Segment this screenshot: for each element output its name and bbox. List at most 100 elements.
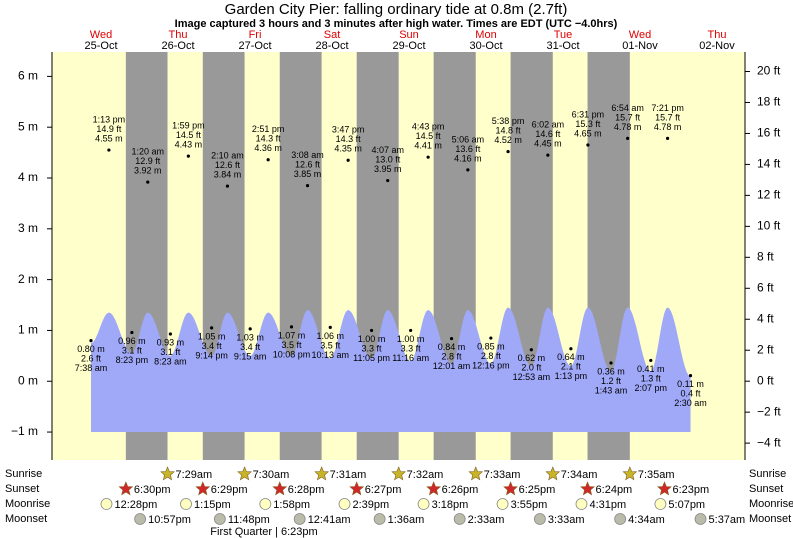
tide-point — [609, 361, 613, 365]
tide-height-ft: 14.5 ft — [416, 131, 442, 141]
tide-time: 2:10 am — [211, 151, 244, 161]
tide-height-m: 4.78 m — [614, 122, 642, 132]
almanac-time: 5:07pm — [668, 499, 705, 511]
tide-height-m: 4.16 m — [454, 153, 482, 163]
tide-time: 5:06 am — [452, 134, 485, 144]
weekday-label: Tue — [554, 29, 573, 41]
tide-point — [626, 136, 630, 140]
date-label: 29-Oct — [392, 40, 425, 52]
row-label: Moonrise — [749, 498, 793, 510]
tide-height-ft: 15.7 ft — [655, 112, 681, 122]
tide-point — [305, 184, 310, 188]
tide-height-ft: 2.0 ft — [521, 363, 542, 373]
tide-point — [89, 338, 93, 343]
tide-point — [186, 154, 190, 158]
tide-point — [529, 348, 533, 352]
sunset-icon — [580, 481, 595, 496]
moonset-icon — [453, 513, 466, 525]
moonrise-icon — [575, 498, 588, 510]
moonset-icon — [373, 513, 386, 525]
tide-height-m: 0.11 m — [677, 379, 704, 389]
tide-height-m: 4.55 m — [95, 133, 123, 143]
tide-point — [449, 336, 454, 341]
sunset-icon — [195, 481, 211, 496]
tide-height-m: 3.85 m — [294, 169, 322, 179]
tide-time: 6:02 am — [532, 120, 565, 130]
y-tick-label: 1 m — [18, 323, 38, 337]
row-label: Moonrise — [5, 498, 50, 510]
y2-tick-label: 0 ft — [757, 373, 774, 387]
almanac-time: 4:34am — [628, 514, 665, 526]
moonset-icon — [293, 513, 306, 525]
almanac-time: 7:30am — [253, 469, 290, 481]
sunset-icon — [118, 481, 134, 496]
almanac-time: 7:35am — [638, 469, 675, 481]
tide-height-m: 3.92 m — [134, 165, 162, 175]
tide-time: 1:13 pm — [93, 114, 126, 124]
tide-height-ft: 3.4 ft — [202, 341, 223, 351]
date-label: 27-Oct — [238, 40, 271, 52]
sunrise-icon — [237, 466, 252, 481]
almanac-time: 7:31am — [330, 469, 367, 481]
almanac-time: 7:33am — [484, 469, 521, 481]
almanac-time: 1:36am — [388, 514, 425, 526]
y2-tick-label: 2 ft — [757, 342, 774, 356]
y2-tick-label: 16 ft — [757, 126, 781, 140]
y-tick-label: 4 m — [18, 170, 38, 184]
tide-height-m: 3.84 m — [214, 170, 242, 180]
tide-height-m: 1.07 m — [278, 330, 306, 340]
date-label: 01-Nov — [622, 40, 658, 52]
almanac-time: 7:32am — [407, 469, 444, 481]
tide-point — [289, 325, 294, 329]
moonset-icon — [533, 513, 546, 525]
y2-tick-label: 20 ft — [757, 64, 781, 78]
tide-time: 2:30 am — [674, 398, 707, 408]
tide-height-ft: 3.5 ft — [320, 340, 341, 350]
tide-time: 1:43 am — [595, 385, 628, 395]
tide-height-ft: 3.1 ft — [160, 347, 181, 357]
date-label: 31-Oct — [546, 40, 579, 52]
tide-point — [130, 330, 134, 335]
tide-time: 5:38 pm — [492, 116, 525, 126]
y-tick-label: 2 m — [18, 272, 38, 286]
moonset-icon — [134, 513, 147, 525]
tide-time: 3:47 pm — [332, 125, 365, 135]
almanac-time: 2:33am — [468, 514, 505, 526]
weekday-label: Thu — [169, 29, 188, 41]
y-tick-label: 5 m — [18, 119, 38, 133]
almanac-time: 1:15pm — [194, 499, 231, 511]
almanac-time: 6:29pm — [211, 484, 248, 496]
tide-height-ft: 3.1 ft — [122, 345, 143, 355]
tide-point — [586, 143, 590, 147]
tide-time: 11:05 pm — [353, 353, 390, 363]
sunrise-icon — [622, 466, 638, 481]
sunset-icon — [426, 481, 442, 496]
tide-point — [489, 336, 493, 340]
tide-point — [225, 184, 230, 188]
sunrise-icon — [314, 466, 330, 481]
moonrise-icon — [417, 498, 430, 510]
tide-time: 6:31 pm — [572, 109, 605, 119]
moonrise-icon — [100, 498, 113, 510]
tide-point — [146, 180, 150, 184]
tide-point — [248, 327, 252, 331]
sunrise-icon — [391, 466, 407, 481]
tide-height-m: 0.80 m — [77, 344, 105, 354]
tide-height-ft: 14.5 ft — [176, 130, 202, 140]
row-label: Moonset — [749, 513, 791, 525]
tide-time: 1:13 pm — [555, 371, 588, 381]
tide-height-m: 4.78 m — [654, 122, 682, 132]
tide-height-ft: 2.8 ft — [442, 351, 463, 361]
y-tick-label: −1 m — [11, 424, 38, 438]
tide-time: 3:08 am — [291, 150, 324, 160]
tide-time: 12:53 am — [513, 372, 551, 382]
tide-time: 7:38 am — [75, 363, 108, 373]
tide-height-ft: 2.8 ft — [481, 351, 502, 361]
date-label: 30-Oct — [469, 40, 502, 52]
moonset-icon — [694, 513, 707, 525]
weekday-label: Mon — [475, 29, 496, 41]
row-label: Sunset — [5, 483, 39, 495]
tide-height-m: 0.41 m — [637, 364, 665, 374]
tide-height-m: 1.00 m — [358, 334, 386, 344]
